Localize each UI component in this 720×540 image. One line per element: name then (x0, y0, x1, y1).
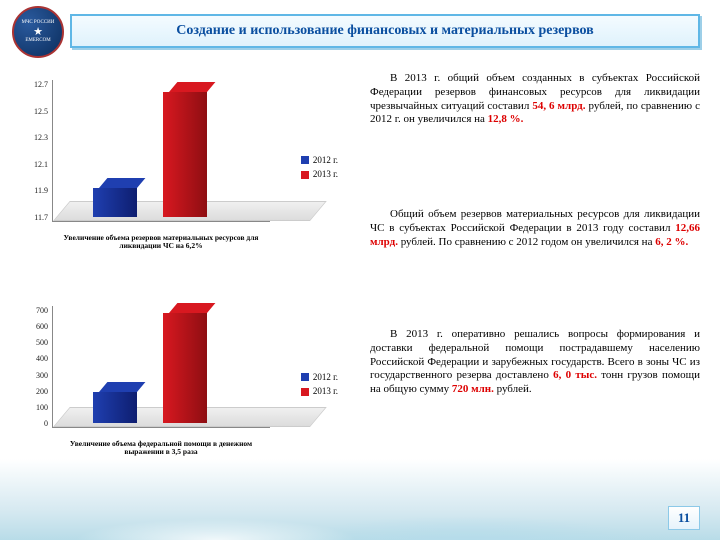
chart1-legend: 2012 г. 2013 г. (301, 153, 338, 182)
chart2-y-axis: 700 600 500 400 300 200 100 0 (20, 306, 48, 428)
emercom-logo: МЧС РОССИИ ★ EMERCOM (12, 6, 64, 58)
chart1-x-label: Увеличение объема резервов материальных … (54, 234, 268, 251)
chart2-bar-2013 (163, 303, 207, 423)
footer-wave (0, 480, 720, 540)
paragraph-1: В 2013 г. общий объем созданных в субъек… (370, 72, 700, 127)
chart2-x-label: Увеличение объема федеральной помощи в д… (54, 440, 268, 457)
chart2-legend: 2012 г. 2013 г. (301, 370, 338, 399)
paragraph-2: Общий объем резервов материальных ресурс… (370, 208, 700, 249)
page-title: Создание и использование финансовых и ма… (70, 14, 700, 48)
chart2-bar-2012 (93, 382, 137, 423)
chart1-bar-2013 (163, 82, 207, 217)
logo-text: МЧС РОССИИ ★ EMERCOM (22, 20, 55, 43)
page-number: 11 (668, 506, 700, 530)
chart2-plot (52, 306, 270, 428)
chart1-bar-2012 (93, 178, 137, 217)
paragraph-3: В 2013 г. оперативно решались вопросы фо… (370, 328, 700, 397)
chart-reserves-materials: 12.7 12.5 12.3 12.1 11.9 11.7 2012 г. 20… (20, 72, 340, 252)
chart1-plot (52, 80, 270, 222)
chart1-y-axis: 12.7 12.5 12.3 12.1 11.9 11.7 (20, 80, 48, 222)
chart-federal-aid: 700 600 500 400 300 200 100 0 2012 г. 20… (20, 298, 340, 458)
